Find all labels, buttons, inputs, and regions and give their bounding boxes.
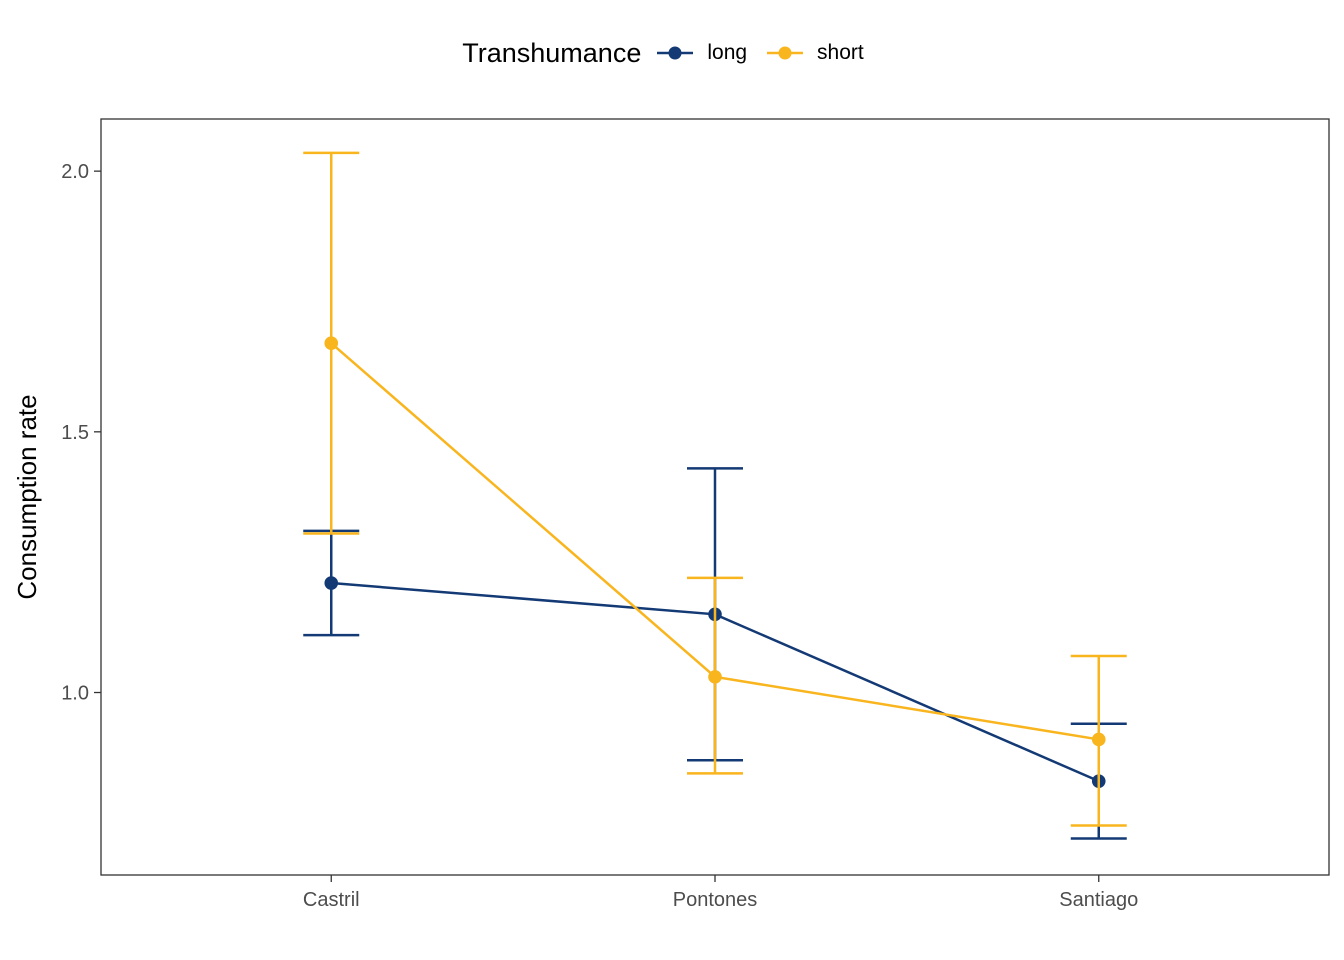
x-tick-label: Santiago: [1059, 889, 1138, 911]
y-tick-label: 2.0: [61, 161, 89, 183]
legend: Transhumance long short: [0, 30, 1344, 76]
legend-key-short: [767, 46, 804, 60]
legend-item-short: short: [765, 41, 864, 65]
x-axis: Castril Pontones Santiago: [303, 875, 1138, 911]
series-layer: [303, 151, 1127, 840]
data-point-short: [708, 670, 722, 684]
legend-label-short: short: [817, 41, 864, 64]
legend-item-long: long: [655, 41, 747, 65]
x-tick-label: Pontones: [673, 889, 758, 911]
y-tick-label: 1.5: [61, 422, 89, 444]
y-tick-label: 1.0: [61, 683, 89, 705]
legend-key-long: [657, 46, 694, 60]
x-tick-label: Castril: [303, 889, 360, 911]
y-axis: 1.0 1.5 2.0: [61, 161, 101, 705]
series-short: [303, 151, 1127, 827]
data-point-long: [324, 576, 339, 590]
data-point-short: [1091, 732, 1106, 747]
y-axis-title: Consumption rate: [12, 394, 42, 599]
legend-title: Transhumance: [462, 37, 642, 68]
data-point-short: [324, 336, 339, 350]
legend-label-long: long: [707, 41, 748, 64]
